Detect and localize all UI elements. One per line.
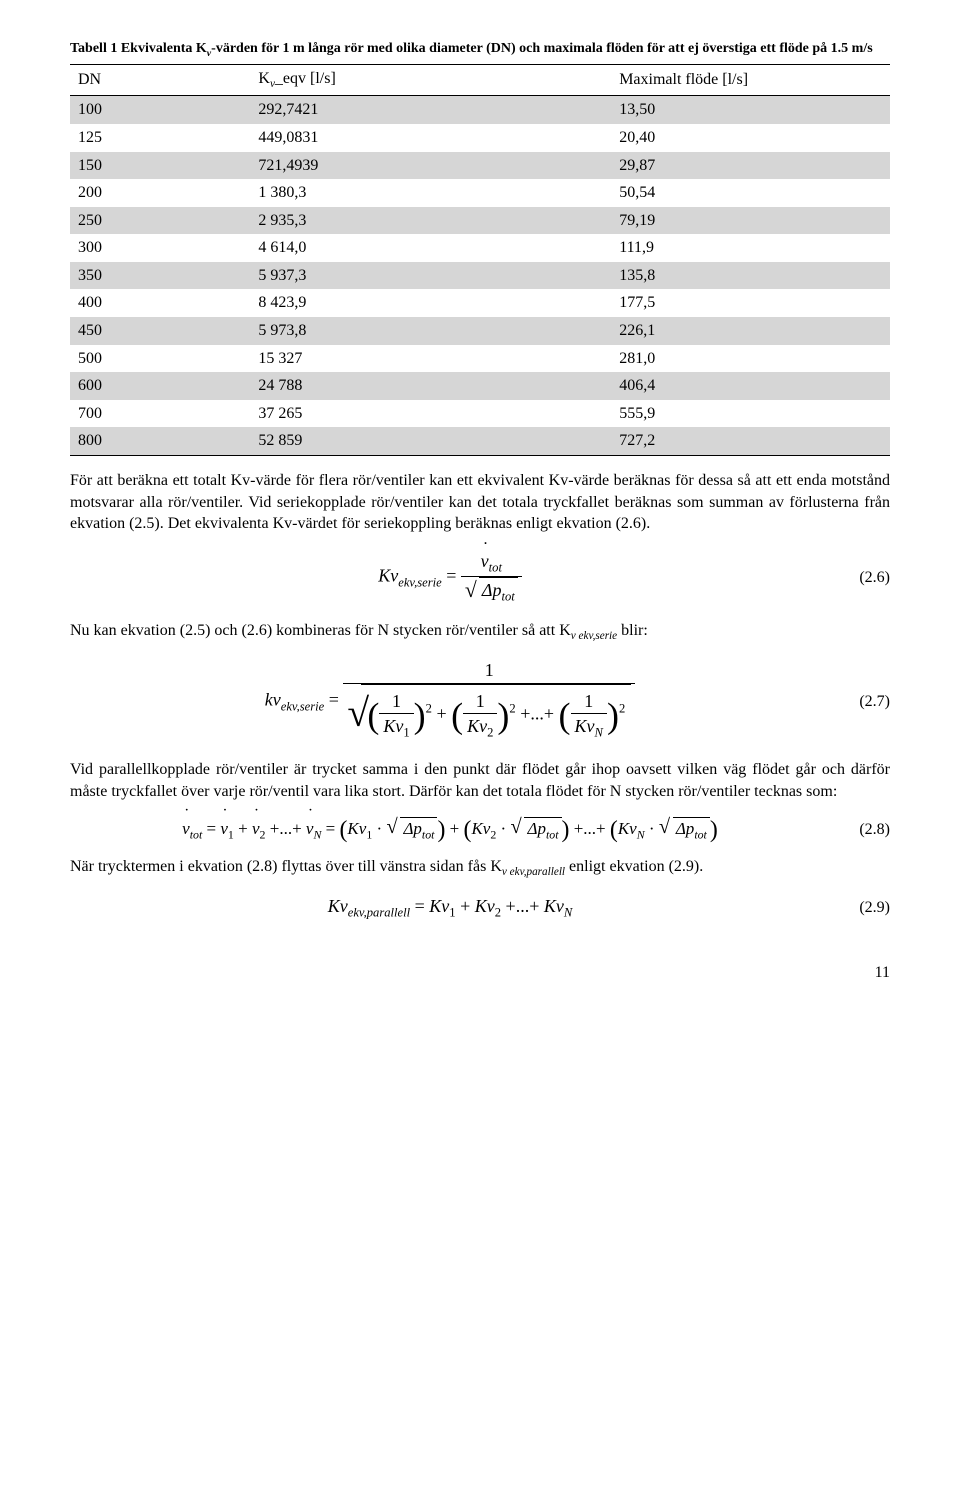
table-row: 2502 935,379,19 <box>70 207 890 235</box>
table-row: 4505 973,8226,1 <box>70 317 890 345</box>
cell-kv: 292,7421 <box>250 96 611 124</box>
table-row: 2001 380,350,54 <box>70 179 890 207</box>
eqnum-2-9: (2.9) <box>830 897 890 919</box>
cell-mf: 29,87 <box>611 152 890 180</box>
cell-mf: 20,40 <box>611 124 890 152</box>
table-row: 125449,083120,40 <box>70 124 890 152</box>
cell-dn: 400 <box>70 289 250 317</box>
eqnum-2-8: (2.8) <box>830 819 890 841</box>
cell-dn: 100 <box>70 96 250 124</box>
cell-mf: 50,54 <box>611 179 890 207</box>
cell-dn: 450 <box>70 317 250 345</box>
cell-dn: 300 <box>70 234 250 262</box>
cell-kv: 52 859 <box>250 427 611 455</box>
table-row: 70037 265555,9 <box>70 400 890 428</box>
table-row: 150721,493929,87 <box>70 152 890 180</box>
para-4: När trycktermen i ekvation (2.8) flyttas… <box>70 856 890 880</box>
cell-dn: 800 <box>70 427 250 455</box>
cell-mf: 406,4 <box>611 372 890 400</box>
cell-kv: 37 265 <box>250 400 611 428</box>
table-row: 100292,742113,50 <box>70 96 890 124</box>
cell-kv: 8 423,9 <box>250 289 611 317</box>
cell-kv: 449,0831 <box>250 124 611 152</box>
cell-mf: 226,1 <box>611 317 890 345</box>
table-row: 3505 937,3135,8 <box>70 262 890 290</box>
table-row: 3004 614,0111,9 <box>70 234 890 262</box>
cell-dn: 150 <box>70 152 250 180</box>
th-dn: DN <box>70 65 250 96</box>
cell-mf: 79,19 <box>611 207 890 235</box>
para-2: Nu kan ekvation (2.5) och (2.6) kombiner… <box>70 620 890 644</box>
cell-dn: 125 <box>70 124 250 152</box>
cell-mf: 177,5 <box>611 289 890 317</box>
table-row: 80052 859727,2 <box>70 427 890 455</box>
cell-kv: 5 937,3 <box>250 262 611 290</box>
equation-2-9: Kvekv,parallell = Kv1 + Kv2 +...+ KvN (2… <box>70 894 890 922</box>
cell-kv: 1 380,3 <box>250 179 611 207</box>
table-row: 4008 423,9177,5 <box>70 289 890 317</box>
page-number: 11 <box>70 962 890 984</box>
equation-2-7: kvekv,serie = 1 (1Kv1)2 + (1Kv2)2 +...+ … <box>70 658 890 745</box>
para-3: Vid parallellkopplade rör/ventiler är tr… <box>70 759 890 802</box>
th-mf: Maximalt flöde [l/s] <box>611 65 890 96</box>
cell-kv: 2 935,3 <box>250 207 611 235</box>
cell-dn: 600 <box>70 372 250 400</box>
table-caption: Tabell 1 Ekvivalenta Kv-värden för 1 m l… <box>70 40 890 60</box>
cell-kv: 4 614,0 <box>250 234 611 262</box>
cell-kv: 24 788 <box>250 372 611 400</box>
cell-kv: 15 327 <box>250 345 611 373</box>
cell-dn: 200 <box>70 179 250 207</box>
cell-mf: 111,9 <box>611 234 890 262</box>
cell-mf: 555,9 <box>611 400 890 428</box>
cell-mf: 13,50 <box>611 96 890 124</box>
cell-dn: 700 <box>70 400 250 428</box>
cell-dn: 500 <box>70 345 250 373</box>
para-1: För att beräkna ett totalt Kv-värde för … <box>70 470 890 535</box>
cell-dn: 250 <box>70 207 250 235</box>
eqnum-2-7: (2.7) <box>830 691 890 713</box>
cell-kv: 5 973,8 <box>250 317 611 345</box>
cell-dn: 350 <box>70 262 250 290</box>
table-row: 60024 788406,4 <box>70 372 890 400</box>
equation-2-8: ˙vtot = ˙v1 + ˙v2 +...+ ˙vN = (Kv1 · Δpt… <box>70 817 890 842</box>
cell-mf: 727,2 <box>611 427 890 455</box>
table-row: 50015 327281,0 <box>70 345 890 373</box>
cell-mf: 135,8 <box>611 262 890 290</box>
equation-2-6: Kvekv,serie = ˙vtot Δptot (2.6) <box>70 549 890 606</box>
th-kv: Kv_eqv [l/s] <box>250 65 611 96</box>
eqnum-2-6: (2.6) <box>830 567 890 589</box>
kv-table: DN Kv_eqv [l/s] Maximalt flöde [l/s] 100… <box>70 64 890 456</box>
cell-kv: 721,4939 <box>250 152 611 180</box>
cell-mf: 281,0 <box>611 345 890 373</box>
